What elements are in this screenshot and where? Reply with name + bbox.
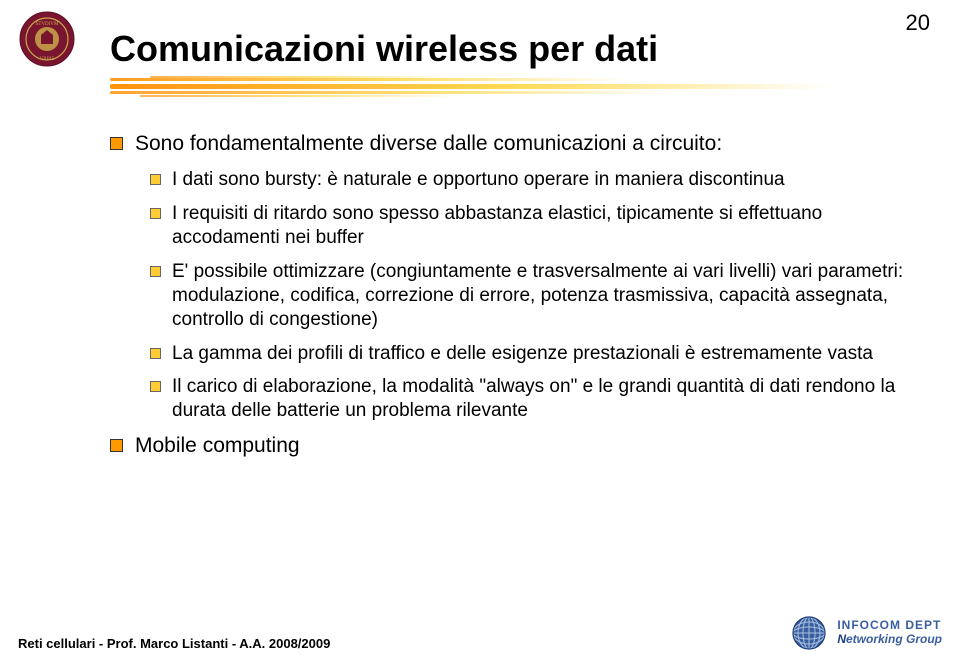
bullet-level2: E' possibile ottimizzare (congiuntamente… xyxy=(150,260,930,332)
bullet-text: Il carico di elaborazione, la modalità "… xyxy=(172,375,930,423)
sub-bullet-group: I dati sono bursty: è naturale e opportu… xyxy=(150,168,930,423)
bullet-text: La gamma dei profili di traffico e delle… xyxy=(172,342,873,366)
svg-text:VRBIS: VRBIS xyxy=(40,57,55,62)
bullet-level2: La gamma dei profili di traffico e delle… xyxy=(150,342,930,366)
square-bullet-icon xyxy=(150,208,161,219)
bullet-text: Sono fondamentalmente diverse dalle comu… xyxy=(135,131,722,158)
slide: 20 STVDIVM VRBIS Comunicazioni wireless … xyxy=(0,0,960,663)
dept-top: INFOCOM DEPT xyxy=(837,619,942,633)
svg-text:STVDIVM: STVDIVM xyxy=(36,22,59,27)
bullet-level2: Il carico di elaborazione, la modalità "… xyxy=(150,375,930,423)
dept-bottom: Networking Group xyxy=(837,633,942,647)
bullet-text: E' possibile ottimizzare (congiuntamente… xyxy=(172,260,930,332)
content-area: Sono fondamentalmente diverse dalle comu… xyxy=(110,131,930,460)
footer-right: INFOCOM DEPT Networking Group xyxy=(791,615,942,651)
bullet-level1: Mobile computing xyxy=(110,433,930,460)
square-bullet-icon xyxy=(110,439,123,452)
square-bullet-icon xyxy=(150,174,161,185)
globe-icon xyxy=(791,615,827,651)
footer: Reti cellulari - Prof. Marco Listanti - … xyxy=(18,615,942,651)
infocom-dept-label: INFOCOM DEPT Networking Group xyxy=(837,619,942,647)
square-bullet-icon xyxy=(110,137,123,150)
bullet-level1: Sono fondamentalmente diverse dalle comu… xyxy=(110,131,930,158)
bullet-text: I dati sono bursty: è naturale e opportu… xyxy=(172,168,785,192)
bullet-text: I requisiti di ritardo sono spesso abbas… xyxy=(172,202,930,250)
page-number: 20 xyxy=(906,10,930,36)
university-seal-logo: STVDIVM VRBIS xyxy=(18,10,76,68)
bullet-text: Mobile computing xyxy=(135,433,300,460)
bullet-level2: I dati sono bursty: è naturale e opportu… xyxy=(150,168,930,192)
square-bullet-icon xyxy=(150,381,161,392)
footer-left-text: Reti cellulari - Prof. Marco Listanti - … xyxy=(18,636,330,651)
slide-title: Comunicazioni wireless per dati xyxy=(110,28,900,70)
bullet-level2: I requisiti di ritardo sono spesso abbas… xyxy=(150,202,930,250)
square-bullet-icon xyxy=(150,348,161,359)
square-bullet-icon xyxy=(150,266,161,277)
title-underline xyxy=(110,76,830,103)
